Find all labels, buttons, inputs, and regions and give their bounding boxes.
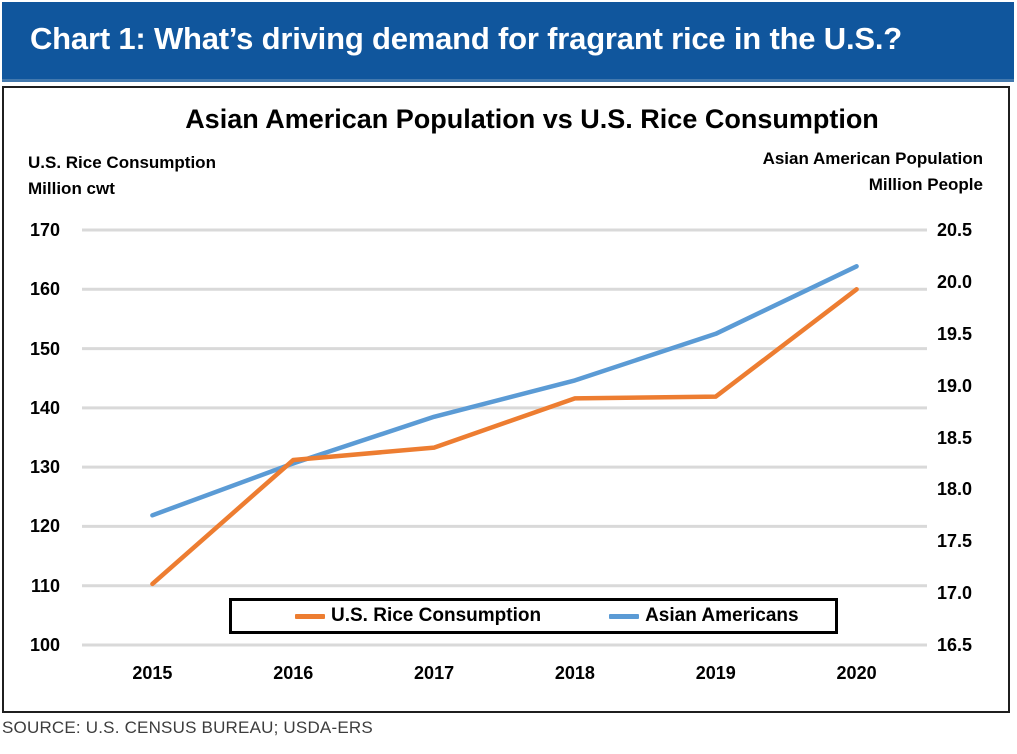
rice-line-swatch bbox=[295, 613, 325, 619]
right-axis-tick-label: 18.0 bbox=[937, 479, 973, 500]
x-axis-tick-label: 2020 bbox=[836, 663, 877, 683]
right-axis-tick-label: 20.0 bbox=[937, 271, 973, 292]
plot-canvas bbox=[82, 228, 927, 647]
chart-area: Asian American Population vs U.S. Rice C… bbox=[2, 86, 1010, 713]
left-axis-tick-label: 160 bbox=[29, 279, 60, 300]
left-axis-tick-label: 130 bbox=[29, 457, 60, 478]
source-note: SOURCE: U.S. CENSUS BUREAU; USDA-ERS bbox=[2, 718, 373, 737]
x-axis-tick-label: 2017 bbox=[414, 663, 455, 683]
chart-banner: Chart 1: What’s driving demand for fragr… bbox=[2, 2, 1014, 82]
left-axis-tick-label: 120 bbox=[29, 516, 60, 537]
left-axis-title: U.S. Rice Consumption Million cwt bbox=[28, 150, 216, 202]
right-axis-title-line1: Asian American Population bbox=[762, 149, 983, 168]
right-axis-tick-label: 17.0 bbox=[937, 583, 973, 604]
left-axis-title-line2: Million cwt bbox=[28, 179, 115, 198]
left-axis-tick-label: 170 bbox=[29, 220, 60, 240]
legend-label-asian-americans: Asian Americans bbox=[645, 605, 799, 626]
legend-label-rice: U.S. Rice Consumption bbox=[331, 605, 542, 626]
x-axis-tick-label: 2018 bbox=[554, 663, 595, 683]
chart-title: Asian American Population vs U.S. Rice C… bbox=[185, 104, 879, 134]
right-axis-tick-label: 19.0 bbox=[937, 375, 973, 396]
left-axis-tick-label: 100 bbox=[29, 635, 60, 655]
right-axis-tick-label: 17.5 bbox=[937, 531, 973, 552]
right-axis-tick-label: 18.5 bbox=[937, 427, 973, 448]
right-axis-title-line2: Million People bbox=[868, 175, 983, 194]
right-axis-title: Asian American Population Million People bbox=[763, 146, 983, 198]
banner-title: Chart 1: What’s driving demand for fragr… bbox=[30, 21, 902, 56]
x-axis-tick-label: 2016 bbox=[273, 663, 314, 683]
x-axis-tick-label: 2019 bbox=[695, 663, 736, 683]
right-axis-tick-label: 20.5 bbox=[937, 220, 973, 240]
right-axis-tick-label: 16.5 bbox=[937, 635, 973, 655]
left-axis-tick-label: 140 bbox=[29, 397, 60, 418]
legend-item-rice: U.S. Rice Consumption bbox=[295, 605, 541, 627]
left-axis-tick-label: 110 bbox=[30, 575, 60, 596]
x-axis-tick-label: 2015 bbox=[132, 663, 173, 683]
right-axis-tick-label: 19.5 bbox=[937, 323, 973, 344]
series-line-asian-americans bbox=[150, 264, 859, 518]
series-line-u-s-rice-consumption bbox=[150, 287, 859, 587]
left-axis-title-line1: U.S. Rice Consumption bbox=[28, 153, 216, 172]
asian-americans-line-swatch bbox=[609, 613, 640, 619]
chart-legend: U.S. Rice Consumption Asian Americans bbox=[229, 598, 838, 634]
legend-item-asian-americans: Asian Americans bbox=[609, 605, 799, 627]
left-axis-tick-label: 150 bbox=[29, 338, 60, 359]
